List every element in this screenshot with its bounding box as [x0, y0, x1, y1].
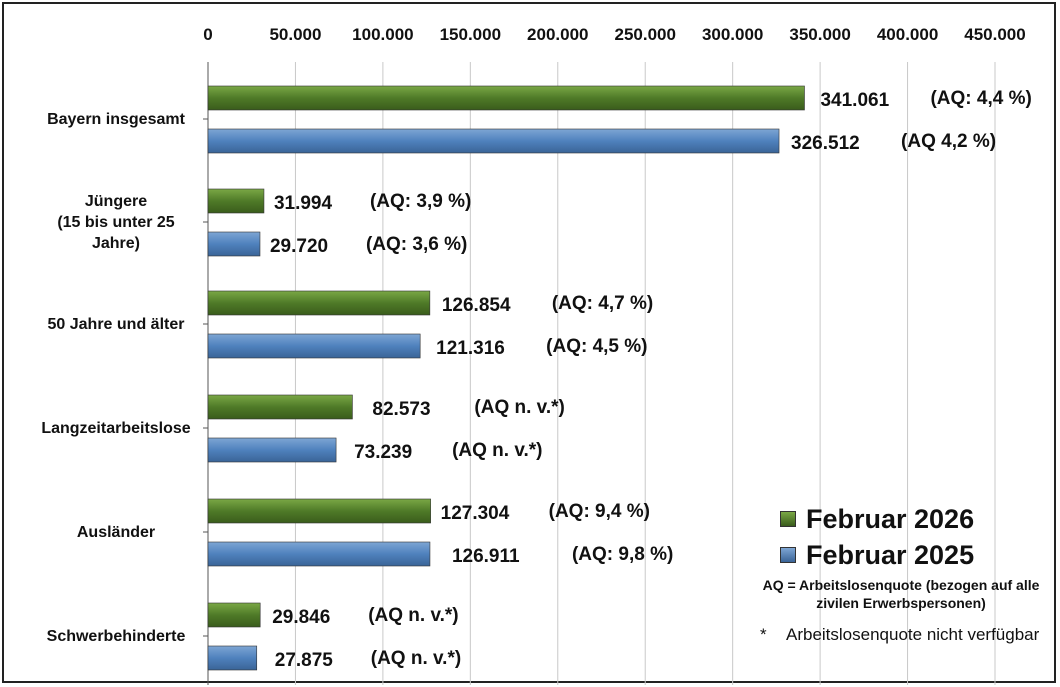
aq-label: (AQ: 4,5 %) [546, 336, 647, 357]
x-tick-label: 250.000 [614, 25, 675, 44]
data-label: 127.304 [441, 503, 510, 524]
bar-februar-2026 [207, 290, 431, 316]
category-label: Schwerbehinderte [47, 628, 186, 645]
bar-februar-2026 [207, 85, 805, 111]
bar-februar-2025 [207, 645, 258, 671]
bar-februar-2025 [207, 541, 431, 567]
footnote-star: * [760, 625, 767, 644]
x-tick-label: 400.000 [877, 25, 938, 44]
data-label: 121.316 [436, 338, 505, 359]
data-label: 29.720 [270, 236, 328, 257]
legend-swatch-green [780, 511, 796, 527]
aq-definition-note: AQ = Arbeitslosenquote (bezogen auf alle… [762, 577, 1040, 611]
aq-label: (AQ: 4,7 %) [552, 293, 653, 314]
aq-label: (AQ: 3,9 %) [370, 191, 471, 212]
x-tick-label: 450.000 [964, 25, 1025, 44]
bar-februar-2026 [207, 394, 353, 420]
data-label: 341.061 [820, 90, 889, 111]
data-label: 31.994 [274, 193, 333, 214]
aq-label: (AQ n. v.*) [452, 440, 542, 461]
aq-label: (AQ 4,2 %) [901, 131, 996, 152]
aq-label: (AQ: 4,4 %) [930, 88, 1031, 109]
x-tick-label: 300.000 [702, 25, 763, 44]
data-label: 82.573 [372, 399, 430, 420]
bar-februar-2026 [207, 498, 431, 524]
bar-chart: 0 50.000 100.000 150.000 200.000 250.000 300.0… [41, 25, 1032, 685]
bar-februar-2026 [207, 602, 261, 628]
bar-februar-2025 [207, 333, 421, 359]
legend-label: Februar 2026 [806, 503, 975, 534]
data-label: 126.854 [442, 295, 511, 316]
footnote: * Arbeitslosenquote nicht verfügbar [760, 624, 1060, 646]
category-label: Ausländer [77, 524, 155, 541]
data-label: 27.875 [275, 650, 334, 671]
aq-label: (AQ n. v.*) [368, 605, 458, 626]
aq-label: (AQ n. v.*) [474, 397, 564, 418]
legend-label: Februar 2025 [806, 539, 975, 570]
x-tick-label: 200.000 [527, 25, 588, 44]
bar-februar-2025 [207, 437, 337, 463]
footnote-text: Arbeitslosenquote nicht verfügbar [786, 625, 1040, 644]
aq-label: (AQ: 3,6 %) [366, 234, 467, 255]
data-label: 29.846 [272, 607, 330, 628]
x-tick-label: 100.000 [352, 25, 413, 44]
category-label: Bayern insgesamt [47, 111, 186, 128]
bar-februar-2026 [207, 188, 265, 214]
aq-label: (AQ: 9,8 %) [572, 544, 673, 565]
legend: Februar 2026 Februar 2025 [780, 501, 1060, 573]
aq-label: (AQ n. v.*) [371, 648, 461, 669]
x-tick-label: 350.000 [789, 25, 850, 44]
category-label: Langzeitarbeitslose [41, 420, 190, 437]
x-tick-label: 150.000 [440, 25, 501, 44]
aq-label: (AQ: 9,4 %) [549, 501, 650, 522]
data-label: 126.911 [452, 546, 520, 567]
data-label: 326.512 [791, 133, 860, 154]
x-tick-label: 50.000 [269, 25, 321, 44]
data-label: 73.239 [354, 442, 412, 463]
legend-item-februar-2025: Februar 2025 [780, 537, 1060, 573]
x-tick-label: 0 [203, 25, 212, 44]
bar-februar-2025 [207, 231, 261, 257]
category-label: 50 Jahre und älter [48, 316, 185, 333]
legend-item-februar-2026: Februar 2026 [780, 501, 1060, 537]
bar-februar-2025 [207, 128, 780, 154]
category-label: Jüngere (15 bis unter 25 Jahre) [57, 193, 174, 252]
legend-swatch-blue [780, 547, 796, 563]
